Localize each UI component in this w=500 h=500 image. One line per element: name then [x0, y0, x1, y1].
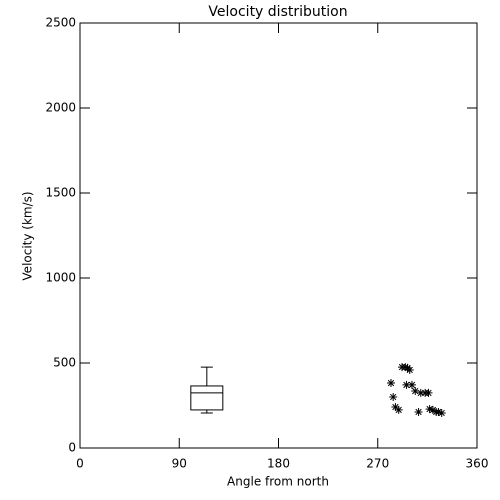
y-tick-label: 1000 — [45, 271, 76, 285]
x-tick-label: 360 — [466, 457, 489, 471]
point — [414, 407, 423, 416]
y-tick-label: 2000 — [45, 101, 76, 115]
point — [437, 408, 446, 417]
box-whisker-low — [200, 409, 213, 414]
x-axis-label: Angle from north — [227, 475, 329, 489]
point — [428, 405, 437, 414]
point — [394, 405, 403, 414]
y-tick-label: 0 — [68, 441, 76, 455]
x-tick-label: 180 — [267, 457, 290, 471]
point — [405, 365, 414, 374]
box-whisker-high — [200, 366, 213, 386]
point — [401, 363, 410, 372]
point — [391, 403, 400, 412]
plot-frame — [79, 22, 478, 449]
y-axis-label: Velocity (km/s) — [21, 191, 35, 280]
y-tick-label: 1500 — [45, 186, 76, 200]
point — [416, 388, 425, 397]
point — [389, 393, 398, 401]
y-tick-label: 2500 — [45, 16, 76, 30]
point — [402, 380, 411, 389]
point — [434, 407, 443, 416]
point — [425, 405, 434, 414]
chart-title: Velocity distribution — [208, 4, 347, 20]
point — [407, 380, 416, 389]
point — [386, 379, 395, 388]
point — [411, 387, 420, 396]
x-tick-label: 0 — [76, 457, 84, 471]
x-tick-label: 90 — [172, 457, 187, 471]
box — [190, 385, 224, 411]
y-tick-label: 500 — [53, 356, 76, 370]
x-tick-label: 270 — [366, 457, 389, 471]
point — [424, 388, 433, 397]
